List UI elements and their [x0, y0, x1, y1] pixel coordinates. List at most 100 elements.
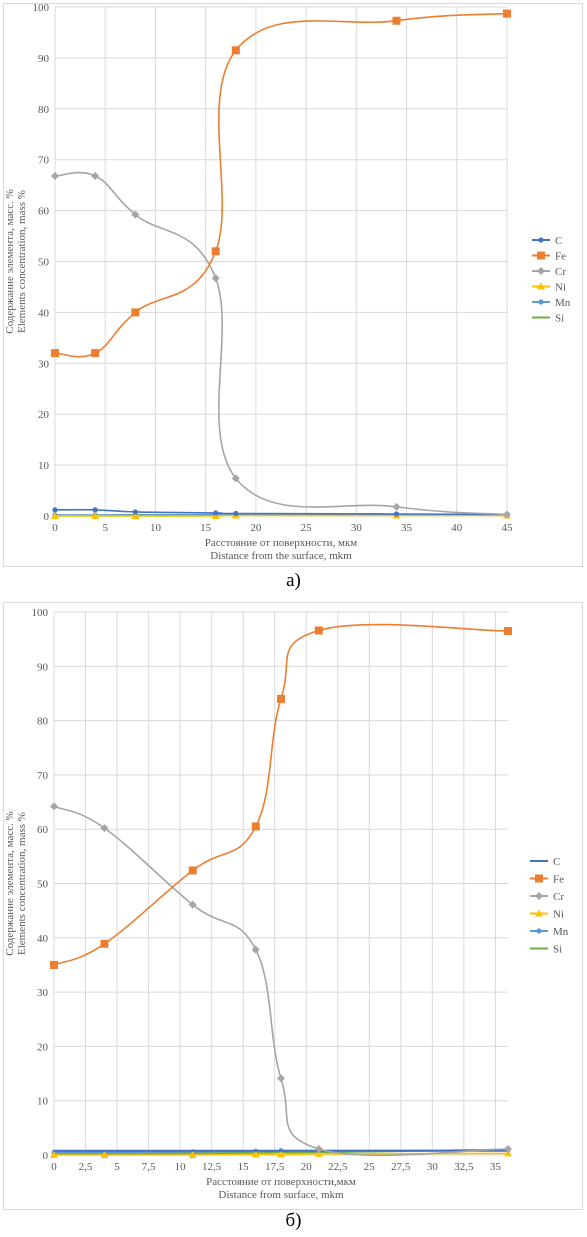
chart-a-ytick-label: 100 [33, 4, 50, 14]
chart-b-ytick-label: 40 [37, 933, 49, 945]
chart-a-point-Fe [231, 46, 240, 55]
chart-b-ylabel-line: Elements concentration, mass % [16, 812, 28, 955]
chart-b-point-Fe [277, 694, 285, 703]
chart-a-ytick-label: 80 [38, 104, 50, 116]
chart-a-ytick-label: 0 [44, 511, 50, 523]
chart-a-xtick-label: 20 [250, 522, 262, 534]
chart-panel-b: 0 10 20 30 40 50 60 70 80 90 100 0 2,5 5 7,5 10 12,5 15 17… [3, 602, 583, 1210]
chart-b-point-Ni [50, 1151, 58, 1158]
chart-a-point-C [213, 510, 219, 516]
chart-b-legend-swatch-marker [536, 928, 542, 934]
chart-a-xtick-label: 25 [301, 522, 313, 534]
chart-b-ytick-label: 80 [37, 716, 49, 728]
chart-b-legend-swatch-marker [535, 909, 543, 917]
chart-b-xlabel: Distance from surface, mkm [218, 1189, 344, 1201]
chart-b-point-Ni [188, 1151, 197, 1158]
chart-a-series-Fe [51, 9, 511, 358]
chart-a-legend-label: Fe [555, 251, 566, 263]
chart-b-line-Cr [53, 805, 509, 1157]
chart-a-point-Fe [211, 247, 220, 256]
chart-a-legend-item-Ni: Ni [532, 282, 566, 294]
chart-b-line-Ni [54, 1152, 509, 1156]
chart-b-point-Cr [314, 1145, 323, 1154]
chart-b-legend-item-Fe: Fe [530, 874, 564, 886]
chart-a-point-Ni [91, 512, 100, 519]
chart-a-series-Cr [51, 171, 511, 519]
chart-a-xtick-label: 45 [502, 522, 514, 534]
chart-a-xtick-label: 35 [401, 522, 413, 534]
chart-b-legend-swatch-marker [535, 874, 543, 883]
chart-b-ytick-label: 10 [37, 1096, 49, 1108]
chart-b-xtick-label: 22,5 [328, 1161, 348, 1173]
chart-b-xtick-label: 27,5 [391, 1161, 411, 1173]
chart-b-point-Fe [50, 960, 58, 969]
chart-b-point-Fe [504, 627, 512, 636]
chart-b-ytick-label: 60 [37, 824, 49, 836]
caption-b: б) [285, 1210, 302, 1231]
chart-a-point-Fe [131, 308, 140, 317]
chart-b-line-Fe [53, 623, 509, 966]
chart-a-ytick-label: 60 [38, 206, 50, 218]
chart-a-point-Ni [51, 512, 59, 519]
chart-b-point-Ni [277, 1150, 285, 1158]
chart-a-ylabel-line: Содержание элемента, масс. % [4, 189, 16, 334]
chart-a-point-Cr [392, 502, 401, 511]
chart-b-ytick-label: 70 [37, 770, 49, 782]
chart-a-xtick-label: 40 [451, 522, 463, 534]
chart-a-ytick-label: 50 [38, 257, 50, 269]
chart-b-point-Fe [251, 822, 260, 831]
chart-b-xtick-label: 2,5 [79, 1161, 93, 1173]
chart-a-point-C [393, 511, 400, 517]
chart-a-point-C [52, 507, 58, 513]
chart-a-point-Cr [91, 171, 100, 180]
chart-a-legend-swatch-marker [537, 267, 545, 275]
chart-a-xtick-label: 10 [150, 522, 162, 534]
chart-b-point-Ni [100, 1151, 109, 1158]
chart-a-xtick-label: 0 [52, 522, 58, 534]
chart-b-xlabel: Расстояние от поверхности,мкм [206, 1176, 356, 1188]
chart-a-ylabel: Содержание элемента, масс. %Elements con… [4, 189, 28, 334]
caption-a: а) [286, 570, 301, 591]
chart-a-legend-item-Si: Si [532, 313, 564, 325]
chart-b-ytick-label: 30 [37, 987, 49, 999]
chart-b-legend-item-Si: Si [530, 944, 562, 956]
chart-b-xtick-label: 12,5 [202, 1161, 222, 1173]
chart-b-legend-item-Ni: Ni [530, 909, 564, 921]
chart-b-series-Fe [50, 623, 512, 969]
chart-b-legend-label: Ni [553, 909, 564, 921]
chart-a-legend-label: Mn [555, 297, 571, 309]
chart-a-legend-swatch-marker [537, 282, 545, 290]
chart-a-xlabel: Distance from the surface, mkm [210, 550, 352, 562]
chart-a-point-Ni [131, 512, 140, 519]
chart-a-point-C [233, 510, 239, 517]
chart-a-point-Cr [51, 171, 59, 180]
chart-b-xtick-label: 25 [364, 1161, 376, 1173]
chart-a-point-Fe [51, 349, 59, 358]
chart-b-legend-label: Si [553, 944, 562, 956]
chart-b-legend-label: Fe [553, 874, 564, 886]
chart-a-legend-item-Fe: Fe [532, 251, 566, 263]
chart-panel-a: 0 10 20 30 40 50 60 70 80 90 100 0 5 10 15 20 25 30 35 40 45… [3, 2, 583, 567]
chart-a-point-Cr [231, 474, 240, 483]
chart-b-xtick-label: 7,5 [142, 1161, 156, 1173]
chart-a-point-C [132, 509, 138, 515]
chart-a-ytick-label: 10 [38, 460, 50, 472]
chart-a-xtick-label: 15 [200, 522, 212, 534]
chart-b-point-Fe [100, 939, 109, 948]
chart-b-legend-item-Mn: Mn [530, 926, 569, 938]
chart-b-point-Fe [314, 626, 323, 635]
chart-b-legend-item-Cr: Cr [530, 891, 564, 903]
chart-a-line-Cr [54, 171, 508, 516]
chart-b-ytick-label: 0 [43, 1150, 49, 1162]
chart-a-legend-item-C: C [532, 235, 562, 247]
chart-b-point-Ni [314, 1149, 323, 1157]
chart-a-xlabel: Расстояние от поверхности, мкм [205, 537, 358, 549]
chart-a-legend-item-Mn: Mn [532, 297, 571, 309]
chart-b-ylabel-line: Содержание элемента, масс. % [4, 811, 16, 956]
chart-b-point-Cr [50, 802, 58, 811]
chart-b-xtick-label: 17,5 [265, 1161, 285, 1173]
chart-a-legend-swatch-marker [537, 251, 545, 260]
chart-a-line-Fe [54, 12, 508, 358]
chart-b-ytick-label: 50 [37, 879, 49, 891]
chart-a-ytick-label: 40 [38, 307, 50, 319]
